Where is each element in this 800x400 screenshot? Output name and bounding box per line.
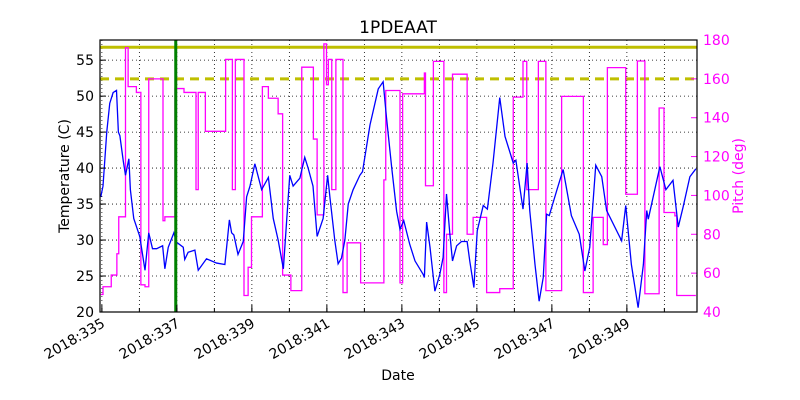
- y2-tick-label: 140: [703, 111, 730, 127]
- y2-tick-label: 120: [703, 150, 730, 166]
- y2-axis-label: Pitch (deg): [731, 138, 747, 214]
- x-axis-label: Date: [381, 368, 414, 384]
- y-tick-label: 40: [76, 161, 94, 177]
- temperature-series-line: [100, 79, 697, 308]
- y2-tick-label: 80: [703, 227, 721, 243]
- y2-tick-label: 40: [703, 305, 721, 321]
- y2-tick-label: 180: [703, 33, 730, 49]
- y-tick-label: 25: [76, 269, 94, 285]
- x-tick-label: 2018:337: [117, 316, 183, 363]
- y2-tick-label: 100: [703, 188, 730, 204]
- y-tick-label: 20: [76, 305, 94, 321]
- x-tick-label: 2018:349: [567, 316, 633, 363]
- y2-tick-label: 60: [703, 266, 721, 282]
- x-tick-label: 2018:341: [267, 316, 333, 363]
- y-tick-label: 45: [76, 125, 94, 141]
- y-tick-label: 50: [76, 89, 94, 105]
- y-tick-label: 55: [76, 53, 94, 69]
- x-tick-label: 2018:345: [417, 316, 483, 363]
- pitch-series-line: [100, 43, 696, 297]
- x-tick-label: 2018:347: [492, 316, 558, 363]
- y-tick-label: 35: [76, 197, 94, 213]
- y-axis-label: Temperature (C): [57, 119, 73, 234]
- y-tick-label: 30: [76, 233, 94, 249]
- y2-tick-label: 160: [703, 72, 730, 88]
- x-tick-label: 2018:343: [342, 316, 408, 363]
- x-tick-label: 2018:335: [42, 316, 108, 363]
- x-tick-label: 2018:339: [192, 316, 258, 363]
- chart-title: 1PDEAAT: [359, 18, 437, 38]
- plot-frame: [99, 39, 698, 313]
